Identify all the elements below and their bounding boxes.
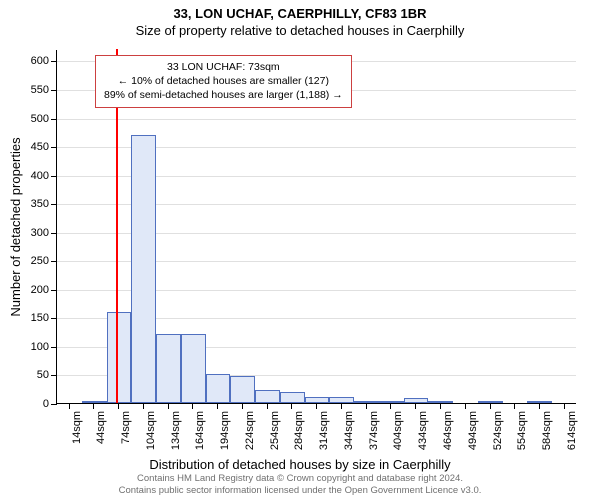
histogram-bar (156, 334, 181, 403)
x-tick-label: 254sqm (269, 411, 281, 450)
x-tick-label: 494sqm (467, 411, 479, 450)
y-tick (51, 375, 57, 376)
x-tick-label: 164sqm (194, 411, 206, 450)
footer-line-1: Contains HM Land Registry data © Crown c… (0, 473, 600, 484)
x-tick-label: 314sqm (318, 411, 330, 450)
annotation-box: 33 LON UCHAF: 73sqm← 10% of detached hou… (95, 55, 352, 108)
histogram-bar (206, 374, 231, 403)
y-tick-label: 350 (31, 198, 49, 210)
y-tick (51, 261, 57, 262)
histogram-bar (280, 392, 305, 403)
x-tick (93, 403, 94, 409)
x-tick-label: 434sqm (417, 411, 429, 450)
footer-attribution: Contains HM Land Registry data © Crown c… (0, 473, 600, 496)
y-tick-label: 450 (31, 141, 49, 153)
y-tick-label: 300 (31, 227, 49, 239)
x-tick-label: 374sqm (368, 411, 380, 450)
x-tick (168, 403, 169, 409)
x-tick-label: 74sqm (120, 411, 132, 444)
histogram-bar (255, 390, 280, 403)
x-tick-label: 224sqm (244, 411, 256, 450)
y-tick-label: 550 (31, 84, 49, 96)
x-tick-label: 344sqm (343, 411, 355, 450)
x-tick (217, 403, 218, 409)
x-tick-label: 44sqm (95, 411, 107, 444)
histogram-bar (478, 401, 503, 403)
x-tick (316, 403, 317, 409)
y-tick (51, 90, 57, 91)
y-tick (51, 61, 57, 62)
x-tick (341, 403, 342, 409)
y-tick-label: 400 (31, 170, 49, 182)
gridline (57, 119, 576, 120)
x-tick-label: 614sqm (566, 411, 578, 450)
chart-plot-area: 05010015020025030035040045050055060014sq… (56, 50, 576, 404)
x-tick-label: 14sqm (71, 411, 83, 444)
histogram-bar (428, 401, 453, 403)
y-tick (51, 290, 57, 291)
histogram-bar (379, 401, 404, 403)
y-tick (51, 233, 57, 234)
annotation-line: 89% of semi-detached houses are larger (… (104, 88, 343, 102)
x-tick-label: 104sqm (145, 411, 157, 450)
y-tick-label: 100 (31, 341, 49, 353)
x-tick-label: 134sqm (170, 411, 182, 450)
x-tick (514, 403, 515, 409)
y-tick (51, 147, 57, 148)
y-tick-label: 500 (31, 113, 49, 125)
y-tick-label: 0 (43, 398, 49, 410)
x-tick (291, 403, 292, 409)
histogram-bar (527, 401, 552, 403)
x-tick-label: 284sqm (293, 411, 305, 450)
histogram-bar (305, 397, 330, 403)
x-tick (390, 403, 391, 409)
y-axis-title: Number of detached properties (8, 137, 23, 316)
x-tick (440, 403, 441, 409)
x-tick (465, 403, 466, 409)
x-tick (69, 403, 70, 409)
x-tick (490, 403, 491, 409)
y-tick (51, 404, 57, 405)
y-tick-label: 600 (31, 55, 49, 67)
x-tick (143, 403, 144, 409)
y-tick (51, 318, 57, 319)
x-tick-label: 404sqm (392, 411, 404, 450)
annotation-line: ← 10% of detached houses are smaller (12… (104, 74, 343, 88)
histogram-bar (354, 401, 379, 403)
x-tick-label: 464sqm (442, 411, 454, 450)
x-tick (242, 403, 243, 409)
y-tick-label: 150 (31, 312, 49, 324)
y-tick-label: 250 (31, 255, 49, 267)
x-tick-label: 584sqm (541, 411, 553, 450)
y-tick-label: 200 (31, 284, 49, 296)
x-tick (267, 403, 268, 409)
histogram-bar (181, 334, 206, 403)
y-tick (51, 119, 57, 120)
x-tick-label: 554sqm (516, 411, 528, 450)
x-tick-label: 194sqm (219, 411, 231, 450)
chart-title-sub: Size of property relative to detached ho… (0, 21, 600, 38)
footer-line-2: Contains public sector information licen… (0, 485, 600, 496)
histogram-bar (230, 376, 255, 403)
histogram-bar (131, 135, 156, 403)
x-tick (118, 403, 119, 409)
x-tick (415, 403, 416, 409)
histogram-bar (329, 397, 354, 403)
x-tick (192, 403, 193, 409)
x-tick (539, 403, 540, 409)
x-tick (366, 403, 367, 409)
histogram-bar (107, 312, 132, 403)
histogram-bar (404, 398, 429, 403)
y-tick-label: 50 (37, 369, 49, 381)
y-tick (51, 176, 57, 177)
x-tick-label: 524sqm (492, 411, 504, 450)
histogram-bar (82, 401, 107, 403)
y-tick (51, 347, 57, 348)
chart-title-main: 33, LON UCHAF, CAERPHILLY, CF83 1BR (0, 0, 600, 21)
x-tick (564, 403, 565, 409)
x-axis-title: Distribution of detached houses by size … (0, 457, 600, 472)
annotation-line: 33 LON UCHAF: 73sqm (104, 60, 343, 74)
y-tick (51, 204, 57, 205)
